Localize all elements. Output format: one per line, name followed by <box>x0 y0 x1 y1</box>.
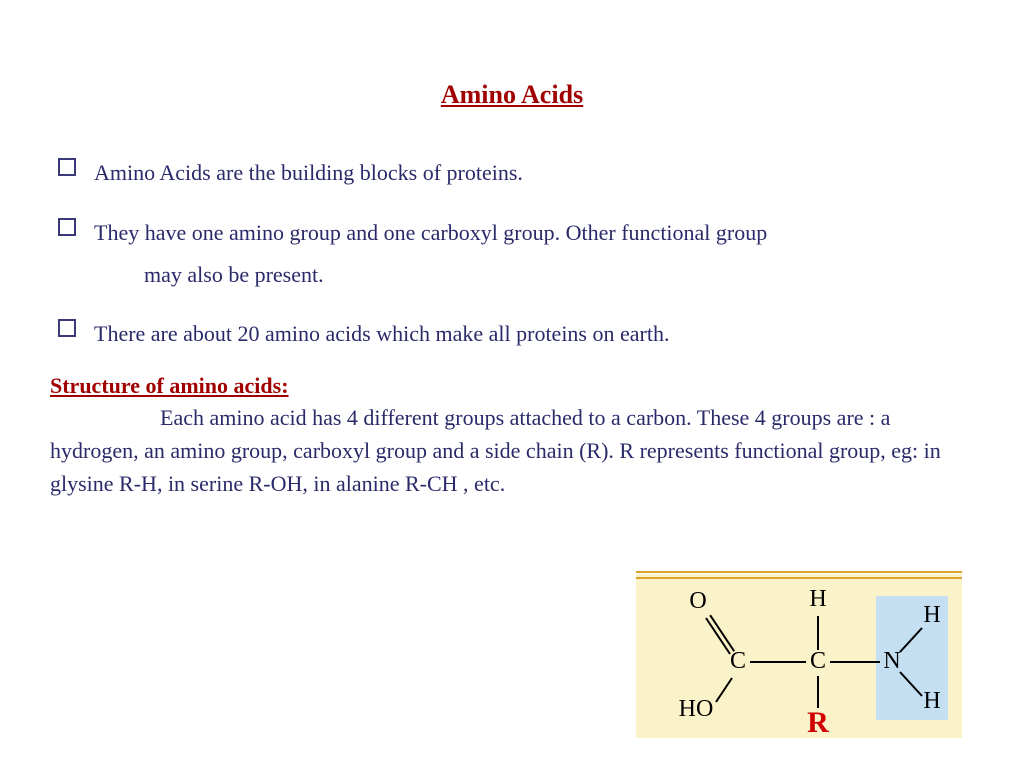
bullet-text: Amino Acids are the building blocks of p… <box>94 152 974 194</box>
section-paragraph: Each amino acid has 4 different groups a… <box>50 401 974 500</box>
structure-svg: OCHOHCNHHR <box>636 568 962 738</box>
svg-text:R: R <box>807 706 829 738</box>
checkbox-bullet-icon <box>58 218 76 236</box>
svg-text:C: C <box>730 648 746 674</box>
bullet-text: There are about 20 amino acids which mak… <box>94 313 974 355</box>
amino-acid-structure-diagram: OCHOHCNHHR <box>636 568 962 738</box>
bullet-item: They have one amino group and one carbox… <box>58 212 974 296</box>
bullet-line: may also be present. <box>94 262 324 287</box>
svg-text:C: C <box>810 648 826 674</box>
bullet-item: There are about 20 amino acids which mak… <box>58 313 974 355</box>
slide-title: Amino Acids <box>50 80 974 110</box>
section-heading: Structure of amino acids: <box>50 373 974 399</box>
bullet-line: They have one amino group and one carbox… <box>94 220 767 245</box>
bullet-list: Amino Acids are the building blocks of p… <box>50 152 974 355</box>
svg-text:H: H <box>923 688 940 714</box>
slide-content: Amino Acids Amino Acids are the building… <box>0 0 1024 540</box>
svg-text:H: H <box>809 586 826 612</box>
bullet-item: Amino Acids are the building blocks of p… <box>58 152 974 194</box>
paragraph-text: Each amino acid has 4 different groups a… <box>50 405 941 496</box>
checkbox-bullet-icon <box>58 158 76 176</box>
svg-text:N: N <box>883 648 900 674</box>
svg-text:O: O <box>689 588 706 614</box>
svg-text:H: H <box>923 602 940 628</box>
checkbox-bullet-icon <box>58 319 76 337</box>
svg-text:HO: HO <box>679 696 714 722</box>
bullet-text: They have one amino group and one carbox… <box>94 212 974 296</box>
